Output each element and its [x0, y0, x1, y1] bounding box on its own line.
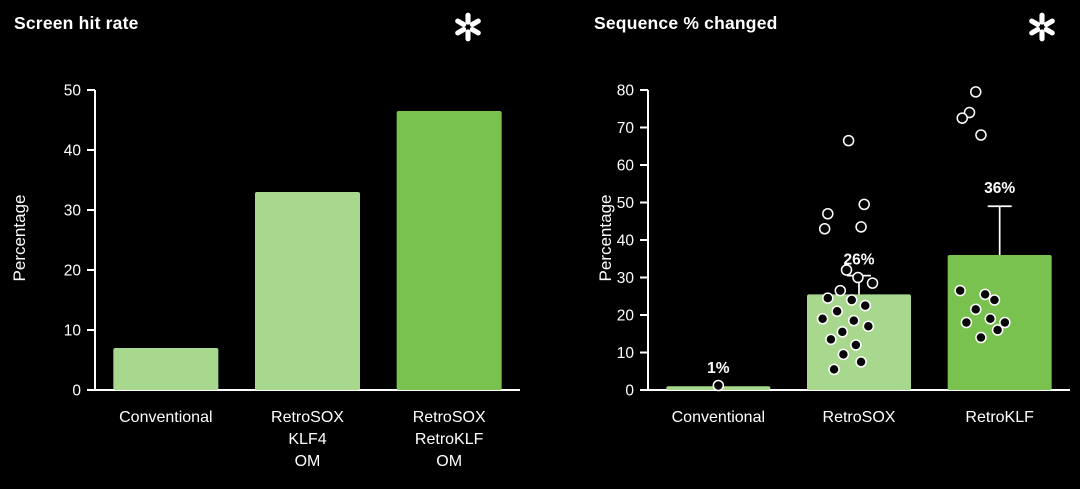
y-tick-label: 20 [64, 263, 82, 280]
scatter-point [852, 271, 864, 284]
scatter-point [984, 313, 997, 325]
scatter-point [960, 316, 973, 329]
openai-logo [455, 12, 481, 42]
category-label: RetroSOX [823, 409, 896, 426]
scatter-point [969, 86, 982, 98]
y-tick-label: 40 [617, 233, 635, 250]
y-tick-label: 50 [617, 195, 635, 212]
scatter-point [991, 324, 1004, 336]
scatter-point [956, 112, 968, 124]
bar [396, 111, 502, 390]
scatter-point [848, 314, 860, 327]
sequence-changed-chart: 0 10 20 30 40 50 60 70 80 1% 26% 36% Conventional Ret… [617, 83, 1070, 426]
sequence-changed-panel: Sequence % changed Percentage 0 10 20 30 40 5… [540, 0, 1080, 489]
category-label: Conventional [672, 409, 765, 426]
scatter-point [816, 313, 829, 325]
category-label: RetroSOX [413, 409, 486, 426]
scatter-point [862, 320, 875, 332]
scatter-point [859, 299, 871, 312]
y-tick-label: 10 [64, 323, 82, 340]
y-tick-label: 10 [617, 345, 635, 362]
scatter-point [855, 221, 867, 233]
scatter-point [828, 363, 840, 376]
bar [255, 192, 360, 390]
category-label: OM [436, 453, 462, 470]
scatter-point [845, 294, 858, 306]
scatter-point [822, 292, 834, 304]
y-tick-label: 0 [625, 383, 634, 400]
scatter-point [969, 303, 982, 316]
scatter-point [836, 326, 849, 338]
scatter-point [866, 277, 879, 289]
openai-logo [1029, 12, 1055, 42]
category-label: RetroKLF [415, 431, 484, 448]
bar-value-label: 26% [843, 251, 874, 268]
category-label: RetroKLF [965, 409, 1034, 426]
scatter-point [712, 379, 725, 392]
category-label: OM [295, 453, 321, 470]
y-tick-label: 70 [617, 120, 635, 137]
scatter-point [842, 134, 855, 147]
chart-title-sequence-changed: Sequence % changed [594, 13, 778, 33]
scatter-point [834, 284, 847, 297]
scatter-point [825, 333, 837, 346]
chart-title-screen-hit-rate: Screen hit rate [14, 13, 139, 33]
y-tick-label: 30 [64, 203, 82, 220]
scatter-point [979, 288, 991, 301]
scatter-point [975, 129, 987, 141]
bar-value-label: 1% [707, 360, 730, 377]
y-tick-label: 40 [64, 143, 82, 160]
bar [113, 348, 219, 390]
y-tick-label: 50 [64, 83, 82, 100]
scatter-point [837, 348, 850, 361]
scatter-point [999, 316, 1011, 329]
scatter-point [840, 264, 853, 276]
y-tick-label: 30 [617, 270, 635, 287]
y-tick-label: 20 [617, 308, 635, 325]
scatter-point [831, 305, 843, 317]
category-label: RetroSOX [271, 409, 344, 426]
scatter-point [822, 208, 834, 220]
screen-hit-rate-chart: 0 10 20 30 40 50 Conventional RetroSOX KLF4 OM Ret… [64, 83, 520, 470]
category-label: KLF4 [288, 431, 326, 448]
bar-value-label: 36% [984, 180, 1015, 197]
y-tick-label: 60 [617, 158, 635, 175]
scatter-point [858, 198, 870, 211]
scatter-point [975, 331, 987, 344]
screen-hit-rate-panel: Screen hit rate Percentage 0 10 20 30 40 50 Co… [10, 12, 520, 470]
y-tick-label: 0 [72, 383, 81, 400]
scatter-point [818, 223, 831, 235]
y-tick-label: 80 [617, 83, 635, 100]
scatter-point [954, 284, 966, 297]
scatter-point [988, 294, 1001, 306]
scatter-point [850, 339, 862, 351]
scatter-point [855, 356, 867, 368]
category-label: Conventional [119, 409, 212, 426]
